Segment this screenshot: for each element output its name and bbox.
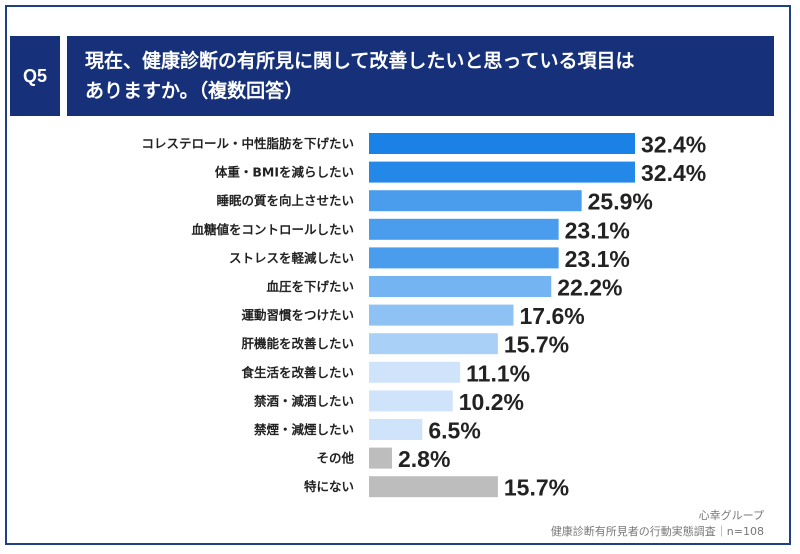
category-label: 血圧を下げたい [266,279,354,294]
bar [369,304,514,326]
value-label: 15.7% [504,475,569,501]
category-label: 血糖値をコントロールしたい [191,222,354,237]
value-label: 25.9% [588,189,653,215]
question-title-line2: ありますか。（複数回答） [85,80,304,102]
bar [369,333,498,355]
category-label: 禁酒・減酒したい [254,393,354,408]
bar [369,276,552,297]
value-label: 6.5% [428,418,480,444]
value-label: 10.2% [459,389,524,415]
value-label: 15.7% [504,332,569,358]
category-label: 運動習慣をつけたい [241,308,354,323]
value-label: 32.4% [641,160,706,186]
bar [369,390,453,412]
source-note: 心幸グループ 健康診断有所見者の行動実態調査｜n=108 [551,508,764,540]
bar [369,190,582,212]
category-label: 禁煙・減煙したい [254,422,354,437]
bar [369,133,635,154]
value-label: 32.4% [641,132,706,158]
bar [369,247,559,269]
question-title-line1: 現在、健康診断の有所見に関して改善したいと思っている項目は [85,50,635,72]
source-survey: 健康診断有所見者の行動実態調査｜n=108 [550,525,764,538]
bar [369,419,423,440]
category-label: 食生活を改善したい [240,365,354,380]
source-org: 心幸グループ [698,509,764,522]
value-label: 23.1% [565,246,630,272]
bar [369,476,498,498]
category-label: 肝機能を改善したい [241,336,354,351]
category-label: その他 [316,451,354,466]
category-label: ストレスを軽減したい [229,250,354,265]
category-label: コレステロール・中性脂肪を下げたい [141,136,354,151]
value-label: 2.8% [398,446,450,472]
bar [369,361,461,383]
bar [369,161,635,183]
bar [369,218,559,240]
bar [369,447,392,469]
category-label: 特にない [304,479,354,494]
question-title: 現在、健康診断の有所見に関して改善したいと思っている項目は ありますか。（複数回… [67,36,774,116]
category-label: 体重・BMIを減らしたい [215,165,354,180]
value-label: 23.1% [565,217,630,243]
category-label: 睡眠の質を向上させたい [216,193,354,208]
question-badge: Q5 [10,36,60,116]
value-label: 17.6% [519,303,584,329]
value-label: 22.2% [557,275,622,301]
value-label: 11.1% [466,360,530,386]
